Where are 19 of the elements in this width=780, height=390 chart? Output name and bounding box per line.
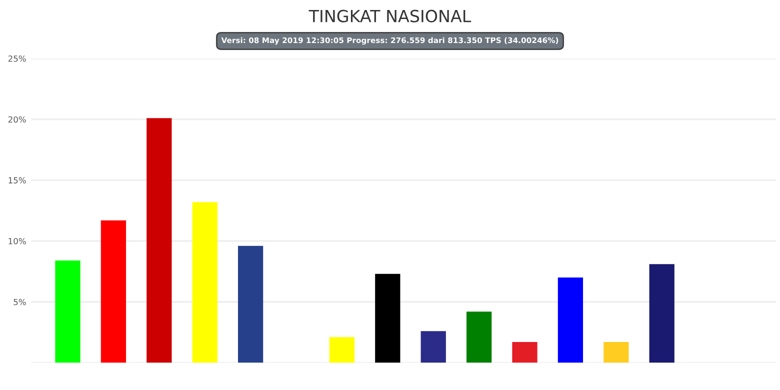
- bar: [649, 264, 674, 363]
- bar: [238, 246, 264, 363]
- bar: [329, 337, 355, 363]
- y-tick-label: 20%: [8, 116, 26, 123]
- bar: [146, 118, 172, 363]
- bar: [604, 342, 629, 363]
- y-tick-label: 10%: [8, 238, 26, 244]
- bar: [100, 220, 126, 363]
- y-tick-label: 15%: [8, 177, 26, 184]
- y-tick-label: 5%: [14, 298, 26, 306]
- bar: [512, 342, 538, 363]
- bar: [420, 331, 446, 363]
- bar: [375, 274, 400, 363]
- bar: [558, 278, 584, 363]
- bar: [55, 260, 80, 363]
- bar: [192, 202, 218, 363]
- chart-title: TINGKAT NASIONAL: [308, 10, 472, 22]
- bar: [466, 312, 492, 363]
- y-tick-label: 25%: [8, 55, 26, 62]
